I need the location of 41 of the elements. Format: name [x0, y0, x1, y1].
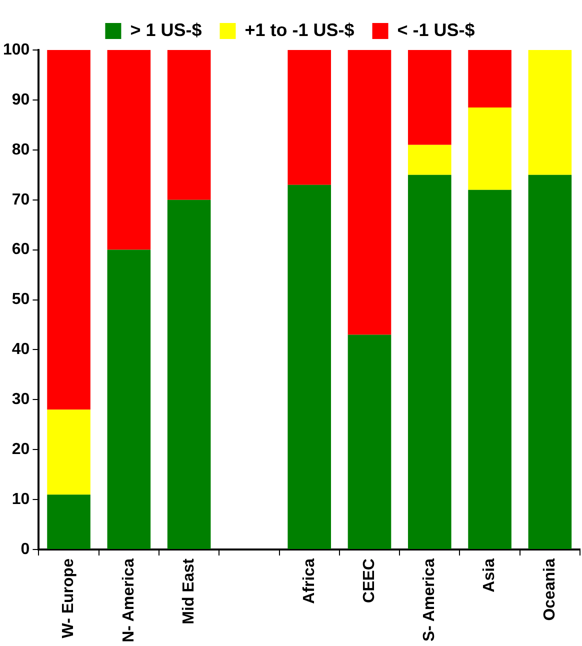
- bar: [47, 50, 90, 410]
- x-tick-label: S- America: [421, 558, 438, 642]
- y-tick-label: 30: [12, 391, 30, 408]
- x-tick-label: N- America: [120, 558, 138, 642]
- x-tick-label: Oceania: [541, 558, 558, 621]
- bar: [348, 50, 392, 335]
- bar: [468, 107, 512, 190]
- bar: [528, 174, 572, 550]
- bar: [107, 250, 151, 550]
- x-tick-label: Asia: [481, 558, 498, 592]
- x-tick-label: W- Europe: [60, 558, 78, 638]
- bar: [408, 144, 452, 175]
- y-tick-label: 90: [12, 91, 30, 108]
- bar: [408, 50, 452, 145]
- bar: [107, 50, 151, 250]
- bar: [288, 50, 331, 185]
- bar: [47, 494, 90, 550]
- bar: [167, 200, 211, 550]
- y-tick-label: 70: [12, 191, 30, 208]
- y-tick-label: 50: [12, 291, 30, 308]
- legend-label: > 1 US-$: [130, 20, 202, 40]
- y-tick-label: 0: [20, 540, 30, 558]
- bar: [288, 184, 331, 550]
- y-tick-label: 100: [2, 41, 30, 58]
- y-tick-label: 20: [12, 441, 30, 458]
- x-tick-label: Africa: [300, 558, 318, 604]
- bar: [408, 174, 452, 550]
- bar: [348, 334, 392, 550]
- x-tick-label: CEEC: [360, 558, 378, 603]
- x-tick-label: Mid East: [180, 558, 198, 624]
- bar: [47, 410, 90, 495]
- bar: [468, 50, 512, 108]
- bar: [528, 50, 572, 175]
- bar: [167, 50, 211, 200]
- y-tick-label: 10: [12, 490, 30, 508]
- y-tick-label: 80: [12, 141, 30, 158]
- legend-label: +1 to -1 US-$: [244, 20, 354, 40]
- legend-label: < -1 US-$: [397, 20, 475, 40]
- y-tick-label: 40: [12, 341, 30, 358]
- y-tick-label: 60: [12, 241, 30, 258]
- bar: [468, 190, 512, 550]
